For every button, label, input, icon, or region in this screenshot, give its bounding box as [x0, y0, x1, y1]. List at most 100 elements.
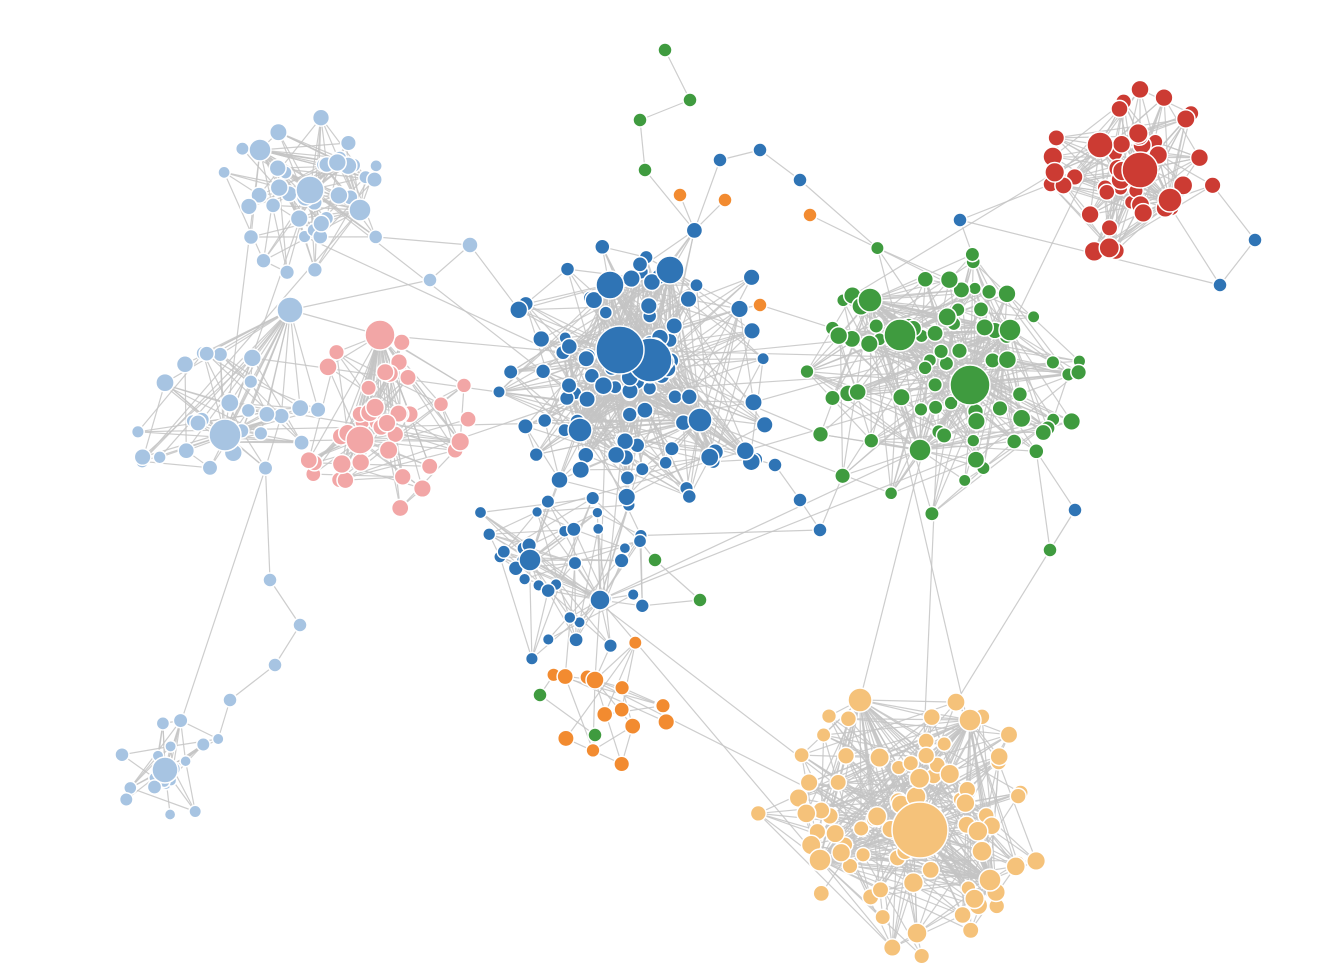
network-node	[594, 377, 612, 395]
network-node	[947, 693, 965, 711]
network-node	[1155, 89, 1173, 107]
network-edge	[960, 184, 1051, 220]
network-node	[209, 419, 241, 451]
network-node	[941, 271, 959, 289]
network-node	[241, 198, 258, 215]
network-node	[934, 344, 949, 359]
network-node	[861, 335, 879, 353]
network-node	[648, 553, 662, 567]
network-node	[115, 748, 129, 762]
network-node	[414, 480, 432, 498]
network-node	[793, 493, 807, 507]
network-node	[673, 188, 687, 202]
network-node	[1131, 80, 1149, 98]
network-node	[434, 397, 449, 412]
network-node	[558, 730, 574, 746]
network-node	[918, 747, 935, 764]
network-node	[1007, 434, 1022, 449]
network-node	[998, 351, 1016, 369]
network-node	[794, 748, 809, 763]
network-node	[177, 356, 194, 373]
network-node	[569, 633, 583, 647]
network-node	[346, 426, 374, 454]
network-edge	[290, 310, 318, 410]
network-node	[379, 441, 397, 459]
network-node	[923, 709, 940, 726]
network-node	[884, 319, 916, 351]
network-node	[529, 448, 543, 462]
network-node	[800, 774, 818, 792]
network-node	[982, 284, 997, 299]
network-node	[592, 507, 603, 518]
network-node	[572, 461, 589, 478]
network-node	[377, 364, 394, 381]
network-node	[153, 451, 166, 464]
network-node	[270, 124, 287, 141]
network-edge	[655, 560, 700, 600]
network-node	[968, 821, 988, 841]
network-node	[870, 748, 889, 767]
network-node	[635, 599, 649, 613]
network-node	[666, 318, 682, 334]
network-node	[668, 390, 682, 404]
network-node	[1111, 100, 1128, 117]
network-edge	[290, 310, 300, 408]
network-node	[813, 426, 829, 442]
network-node	[423, 273, 437, 287]
network-node	[1129, 124, 1149, 144]
network-node	[541, 584, 555, 598]
network-node	[1027, 311, 1039, 323]
network-node	[236, 142, 249, 155]
network-node	[1101, 220, 1117, 236]
network-node	[625, 718, 641, 734]
network-node	[835, 468, 851, 484]
network-node	[504, 365, 518, 379]
network-node	[561, 378, 576, 393]
network-node	[561, 262, 575, 276]
network-node	[658, 714, 675, 731]
network-node	[701, 448, 719, 466]
network-edge	[185, 364, 186, 450]
network-node	[165, 809, 176, 820]
network-edge	[597, 513, 641, 536]
network-edge	[532, 591, 548, 659]
network-node	[632, 257, 647, 272]
network-node	[341, 135, 357, 151]
network-node	[588, 728, 602, 742]
network-edge	[532, 600, 600, 659]
network-node	[858, 288, 882, 312]
network-node	[268, 658, 282, 672]
network-node	[244, 375, 258, 389]
network-edge	[1036, 451, 1050, 550]
network-node	[178, 443, 194, 459]
network-node	[849, 384, 866, 401]
network-node	[313, 109, 330, 126]
network-node	[254, 427, 268, 441]
network-node	[658, 43, 672, 57]
network-node	[1035, 424, 1051, 440]
network-node	[586, 671, 604, 689]
network-node	[337, 472, 354, 489]
network-node	[543, 634, 555, 646]
network-node	[579, 391, 595, 407]
network-node	[460, 411, 476, 427]
network-node	[165, 741, 176, 752]
network-node	[940, 764, 959, 783]
network-node	[243, 349, 261, 367]
network-node	[619, 543, 630, 554]
network-node	[370, 160, 382, 172]
network-node	[173, 713, 187, 727]
network-node	[1087, 132, 1113, 158]
network-node	[308, 262, 323, 277]
network-node	[483, 528, 496, 541]
network-node	[885, 487, 898, 500]
network-node	[213, 347, 228, 362]
network-node	[830, 327, 848, 345]
network-node	[1063, 413, 1081, 431]
network-node	[925, 507, 939, 521]
network-edge	[641, 530, 820, 536]
network-node	[918, 361, 932, 375]
network-edge	[640, 100, 690, 120]
network-node	[907, 923, 927, 943]
network-node	[1071, 365, 1087, 381]
